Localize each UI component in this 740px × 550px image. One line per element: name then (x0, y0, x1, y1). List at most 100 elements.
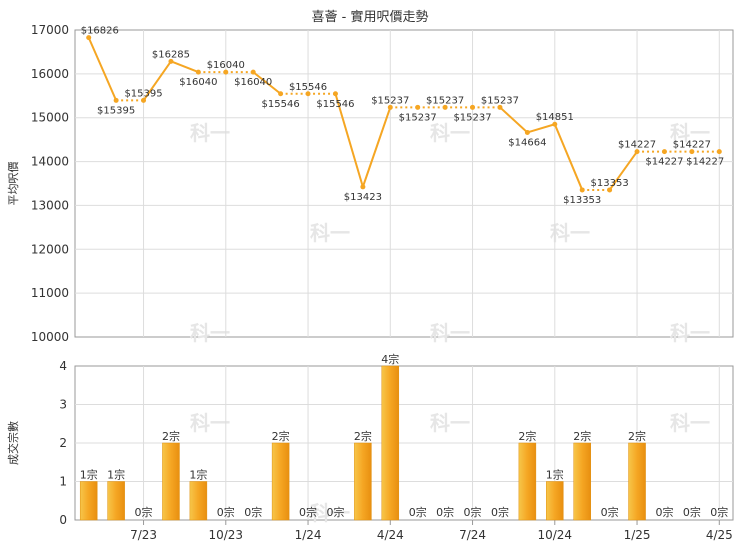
price-data-label: $14851 (536, 112, 574, 123)
bar-data-label: 0宗 (326, 505, 344, 519)
price-point (524, 129, 530, 135)
price-y-tick-label: 10000 (31, 330, 69, 344)
bar-data-label: 0宗 (436, 505, 454, 519)
price-y-tick-label: 17000 (31, 23, 69, 37)
price-data-label: $15546 (262, 99, 300, 110)
price-point (689, 149, 695, 155)
price-line-segment (553, 123, 584, 191)
price-point (86, 35, 92, 41)
chart-title: 喜薈 - 實用呎價走勢 (312, 9, 429, 25)
watermark-text: 科一 (670, 321, 710, 345)
bar-data-label: 0宗 (464, 505, 482, 519)
bar-data-label: 0宗 (217, 505, 235, 519)
bar-data-label: 0宗 (299, 505, 317, 519)
bar (79, 481, 98, 521)
price-point (305, 91, 311, 97)
price-data-label: $13353 (563, 195, 601, 206)
bar-data-label: 0宗 (710, 505, 728, 519)
bar-data-label: 1宗 (107, 468, 125, 482)
price-point (387, 104, 393, 110)
price-data-label: $14227 (686, 157, 724, 168)
price-point (497, 104, 503, 110)
price-y-tick-label: 11000 (31, 286, 69, 300)
bar-y-tick-label: 1 (59, 475, 67, 489)
bar-y-tick-label: 4 (59, 359, 67, 373)
price-point (415, 104, 421, 110)
price-y-axis-title: 平均呎價 (6, 162, 20, 206)
price-point (442, 104, 448, 110)
price-point (113, 97, 119, 103)
price-point (579, 187, 585, 193)
price-point (168, 58, 174, 64)
bar (354, 442, 372, 521)
price-data-label: $16040 (179, 77, 217, 88)
price-data-label: $13353 (591, 178, 629, 189)
watermark-text: 科一 (670, 411, 710, 435)
price-line-segment (527, 123, 556, 134)
bar-data-label: 2宗 (354, 429, 372, 443)
price-point (278, 91, 284, 97)
bar-y-tick-label: 3 (59, 398, 67, 412)
bar-data-label: 2宗 (518, 429, 536, 443)
price-line-segment (87, 37, 118, 101)
price-data-label: $15395 (97, 105, 135, 116)
price-data-label: $15237 (481, 95, 519, 106)
x-tick-label: 7/24 (459, 528, 486, 542)
x-tick-label: 10/23 (208, 528, 243, 542)
x-tick-label: 7/23 (130, 528, 157, 542)
bar-y-axis-title: 成交宗數 (6, 421, 20, 465)
bar-data-label: 0宗 (244, 505, 262, 519)
price-line-segment (499, 106, 529, 134)
bar-y-tick-label: 2 (59, 436, 67, 450)
price-line-segment (334, 93, 364, 188)
bar-data-label: 2宗 (573, 429, 591, 443)
bar (381, 365, 400, 521)
bar (518, 442, 537, 521)
bar (573, 442, 591, 521)
price-point (141, 97, 147, 103)
bar-data-label: 2宗 (628, 429, 646, 443)
price-line-segment (608, 151, 638, 191)
bar-data-label: 0宗 (655, 505, 673, 519)
x-tick-label: 1/25 (624, 528, 651, 542)
price-data-label: $14664 (508, 137, 546, 148)
watermark-text: 科一 (430, 121, 470, 145)
price-line-segment (361, 106, 392, 188)
bar (628, 442, 646, 521)
watermark-text: 科一 (310, 501, 350, 525)
watermark-text: 科一 (190, 321, 230, 345)
price-line-segment (142, 60, 172, 101)
price-data-label: $15546 (316, 99, 354, 110)
bar (271, 442, 290, 521)
price-data-label: $16040 (234, 77, 272, 88)
price-point (552, 121, 558, 127)
price-data-label: $15237 (399, 112, 437, 123)
price-y-tick-label: 16000 (31, 67, 69, 81)
price-point (195, 69, 201, 75)
watermark-text: 科一 (670, 121, 710, 145)
price-y-tick-label: 13000 (31, 198, 69, 212)
price-data-label: $15395 (124, 88, 162, 99)
price-point (634, 149, 640, 155)
x-tick-label: 4/24 (377, 528, 404, 542)
price-data-label: $15237 (453, 112, 491, 123)
price-point (607, 187, 613, 193)
price-y-tick-label: 14000 (31, 155, 69, 169)
bar-data-label: 4宗 (381, 352, 399, 366)
watermark-text: 科一 (430, 411, 470, 435)
bar-data-label: 0宗 (601, 505, 619, 519)
watermark-text: 科一 (190, 411, 230, 435)
bar-data-label: 0宗 (409, 505, 427, 519)
bar (162, 442, 180, 521)
price-data-label: $13423 (344, 192, 382, 203)
watermark-text: 科一 (310, 221, 350, 245)
x-tick-label: 4/25 (706, 528, 733, 542)
watermark-text: 科一 (190, 121, 230, 145)
price-data-label: $14227 (673, 140, 711, 151)
bar-data-label: 1宗 (546, 468, 564, 482)
price-line-segment (252, 71, 282, 95)
price-data-label: $15237 (371, 95, 409, 106)
bar (546, 481, 564, 521)
